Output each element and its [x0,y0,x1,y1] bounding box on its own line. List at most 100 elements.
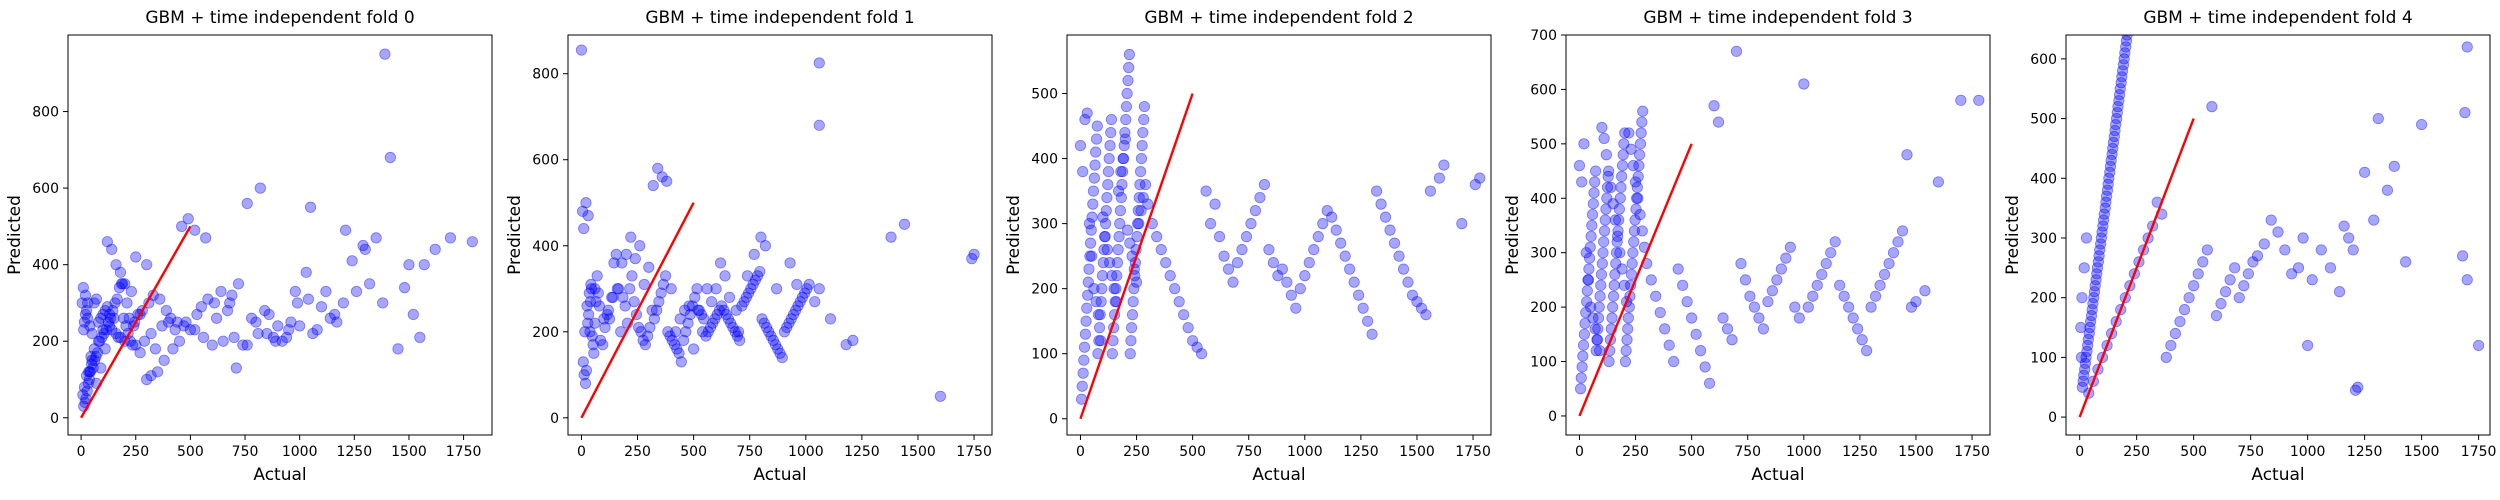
scatter-point [1080,315,1092,327]
scatter-point [1583,263,1595,275]
scatter-point [1100,205,1112,217]
scatter-point [1245,218,1257,230]
scatter-point [2197,256,2209,268]
scatter-point [2075,321,2087,334]
chart-title: GBM + time independent fold 0 [145,8,414,28]
x-tick-label: 1750 [956,444,992,460]
scatter-point [1087,198,1099,210]
scatter-point [79,289,92,301]
scatter-point [2124,12,2134,22]
scatter-point [1587,198,1599,210]
x-tick-label: 750 [2237,444,2264,460]
scatter-point [1592,323,1604,335]
scatter-point [184,324,196,336]
scatter-point [217,335,229,347]
scatter-point [101,236,113,248]
scatter-point [1820,257,1832,270]
scatter-point [722,313,735,325]
scatter-point [1086,211,1098,223]
scatter-point [1120,100,1133,113]
scatter-point [697,326,709,338]
scatter-point [1598,236,1610,248]
scatter-point [2116,65,2129,77]
scatter-point [1141,0,1151,5]
scatter-point [1829,236,1841,248]
scatter-point [1222,263,1235,275]
scatter-point [616,257,628,269]
scatter-point [1573,160,1586,172]
scatter-point [1659,323,1671,335]
scatter-point [1112,244,1124,256]
scatter-point [1613,203,1625,215]
y-tick-label: 300 [2030,231,2057,247]
scatter-point [1598,225,1611,237]
scatter-point [1878,268,1891,281]
scatter-point [665,283,677,295]
scatter-point [2126,0,2136,10]
scatter-point [191,308,203,321]
scatter-point [2461,274,2473,286]
scatter-point [252,327,264,340]
scatter-point [2338,220,2350,232]
scatter-point [705,296,718,308]
scatter-point [1130,276,1143,288]
x-tick-label: 500 [1179,444,1206,460]
scatter-point [180,316,192,328]
scatter-point [82,312,94,324]
scatter-point [1613,214,1625,226]
scatter-point [1619,355,1632,368]
scatter-point [1735,257,1747,270]
x-tick-label: 0 [2075,444,2084,460]
scatter-point [407,308,419,321]
scatter-point [1111,257,1124,269]
scatter-point [692,304,704,316]
scatter-point [716,300,728,312]
scatter-point [2112,101,2124,113]
x-tick-label: 1000 [1786,444,1822,460]
scatter-point [200,232,212,244]
scatter-point [160,304,172,317]
scatter-point [115,278,128,290]
scatter-point [91,347,104,359]
scatter-point [1861,345,1873,357]
y-axis-label: Predicted [2003,195,2023,275]
scatter-point [2107,142,2119,155]
scatter-point [1798,78,1810,90]
scatter-point [586,330,598,342]
scatter-point [2292,262,2305,274]
scatter-point [723,291,736,303]
scatter-point [619,300,631,312]
scatter-point [579,326,591,338]
scatter-point [2109,124,2121,137]
scatter-point [414,331,426,343]
scatter-point [1108,283,1120,295]
scatter-point [1581,296,1593,308]
scatter-point [1115,165,1127,178]
scatter-point [707,317,719,329]
scatter-point [1607,301,1619,313]
scatter-point [1123,48,1135,61]
scatter-point [1138,113,1150,126]
scatter-point [444,232,457,244]
scatter-point [2077,375,2089,387]
scatter-point [331,316,343,328]
scatter-point [82,377,94,389]
scatter-point [1344,263,1356,275]
scatter-point [1093,322,1106,334]
scatter-point [2080,351,2092,363]
scatter-point [624,283,636,295]
scatter-point [2087,298,2099,310]
x-tick-label: 1250 [336,444,372,460]
scatter-point [78,381,90,393]
scatter-point [1082,289,1094,301]
scatter-point [2459,107,2471,119]
x-axis-label: Actual [753,465,806,485]
scatter-point [84,320,96,332]
scatter-point [1623,127,1635,139]
scatter-point [1618,279,1630,291]
scatter-point [1106,348,1118,360]
scatter-point [1681,296,1693,308]
scatter-point [741,270,754,282]
x-tick-label: 1500 [1399,444,1435,460]
scatter-point [709,313,721,325]
